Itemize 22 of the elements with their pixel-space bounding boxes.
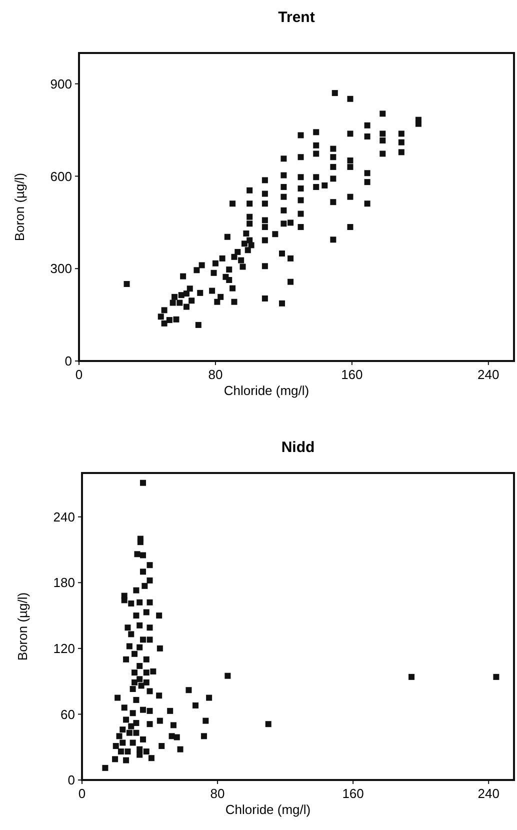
chart-title: Nidd (281, 439, 315, 456)
y-axis-title: Boron (µg/l) (12, 172, 27, 242)
y-tick-label: 120 (53, 640, 75, 656)
y-tick-label: 0 (64, 354, 72, 369)
y-tick-label: 60 (60, 706, 75, 722)
x-tick-label: 80 (210, 786, 225, 801)
y-tick-label: 240 (53, 509, 75, 524)
x-tick-label: 240 (478, 367, 500, 382)
y-tick-label: 900 (50, 76, 72, 92)
x-axis-title: Chloride (mg/l) (225, 802, 311, 817)
y-tick-label: 0 (68, 772, 75, 788)
y-tick-label: 300 (50, 261, 72, 276)
y-tick-label: 600 (50, 168, 72, 184)
x-tick-label: 160 (341, 367, 363, 382)
x-tick-label: 160 (342, 786, 364, 801)
y-axis-title: Boron (µg/l) (15, 592, 30, 661)
x-axis-title: Chloride (mg/l) (224, 383, 310, 398)
y-tick-label: 180 (53, 575, 75, 590)
x-tick-label: 0 (78, 786, 86, 801)
x-tick-label: 240 (478, 786, 500, 801)
chart-title: Trent (278, 9, 315, 26)
x-tick-label: 80 (208, 367, 223, 382)
